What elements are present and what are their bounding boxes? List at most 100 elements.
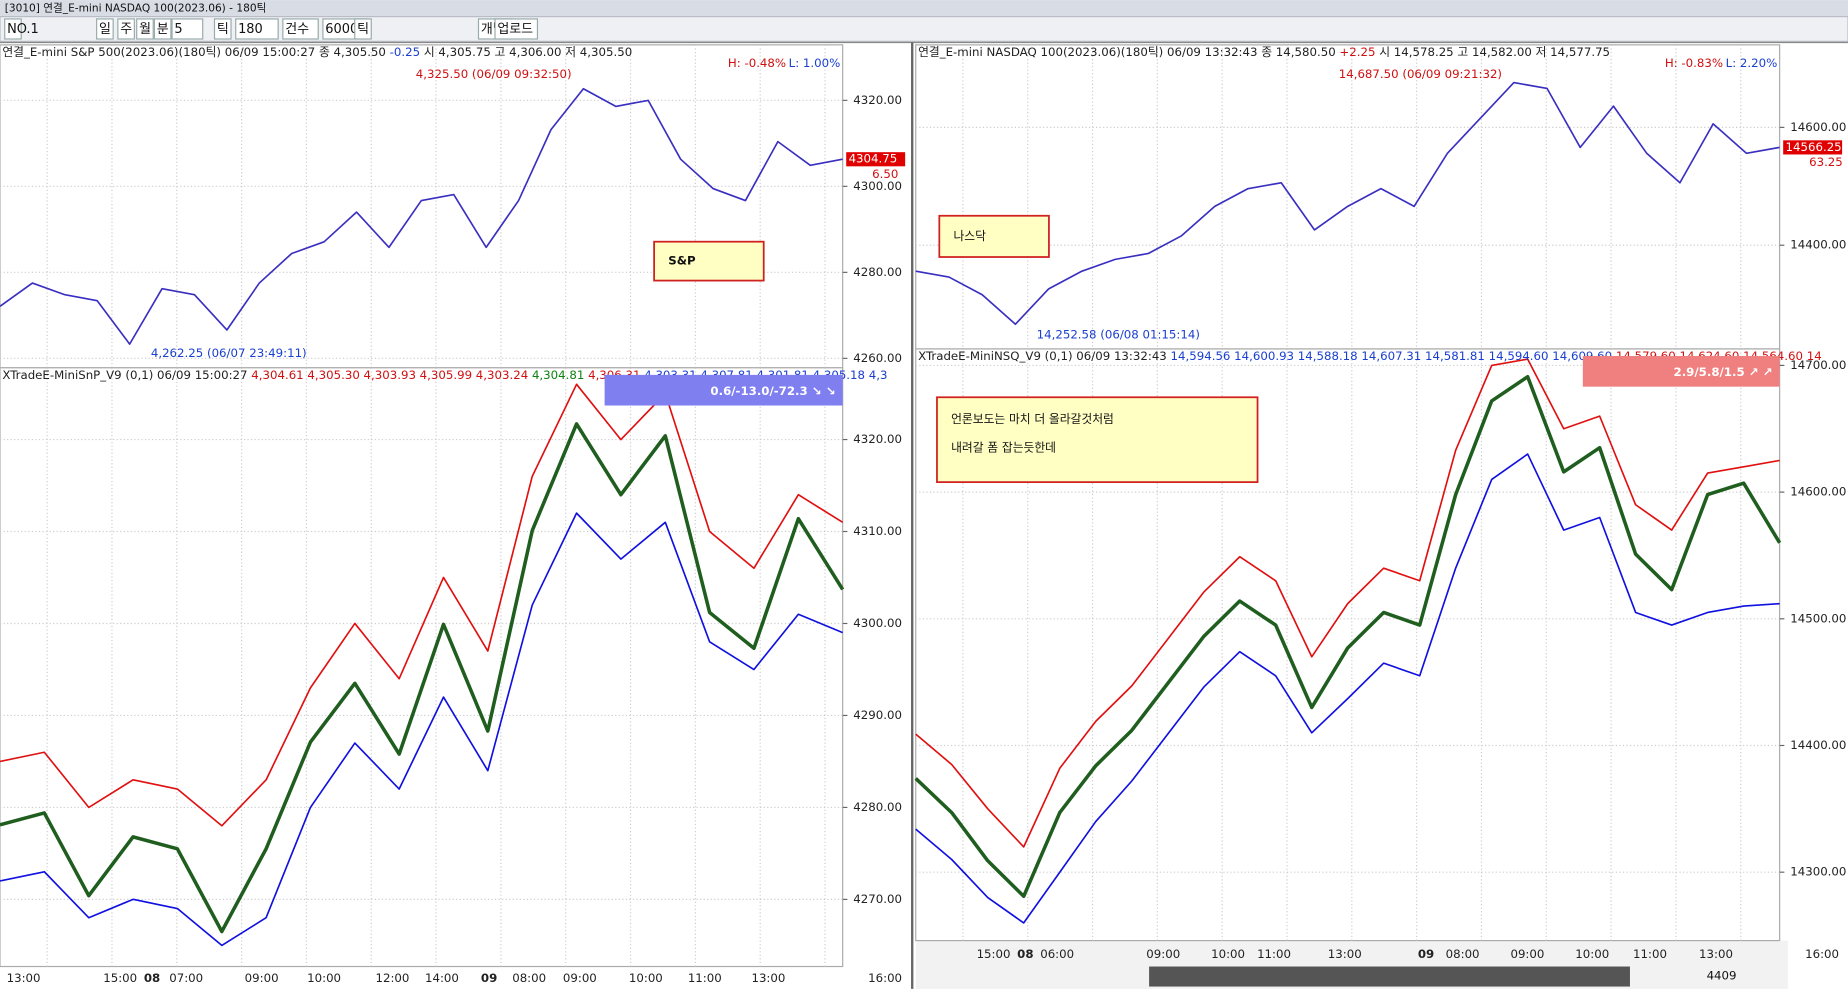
y-tick-label: 14600.00 xyxy=(1790,485,1846,499)
price-line xyxy=(915,358,1780,848)
x-tick-label: 09:00 xyxy=(1510,947,1544,961)
x-tick-label: 10:00 xyxy=(307,971,341,985)
header-part: -0.25 xyxy=(386,44,420,58)
toolbar-label: 틱 xyxy=(357,22,369,37)
y-tick-label: 4320.00 xyxy=(853,432,902,446)
x-tick-label: 08 xyxy=(144,971,160,985)
toolbar-button[interactable] xyxy=(136,18,154,40)
x-tick-label: 11:00 xyxy=(1633,947,1667,961)
header-part: 14,594.56 14,600.93 14,588.18 14,607.31 … xyxy=(1167,349,1612,363)
scroll-thumb[interactable] xyxy=(1149,966,1630,987)
x-tick-label: 13:00 xyxy=(751,971,785,985)
x-tick-label: 08 xyxy=(1017,947,1033,961)
y-tick-label: 4320.00 xyxy=(853,93,902,107)
plot-area xyxy=(915,44,1781,350)
toolbar-label: NO.1 xyxy=(7,22,39,37)
low-annotation: 14,252.58 (06/08 01:15:14) xyxy=(1037,327,1200,341)
header-part: XTradeE-MiniSnP_V9 (0,1) 06/09 15:00:27 xyxy=(2,367,247,381)
toolbar-button[interactable] xyxy=(171,18,204,40)
y-tick-label: 4300.00 xyxy=(853,179,902,193)
x-tick-label: 09:00 xyxy=(1146,947,1180,961)
y-tick-label: 14600.00 xyxy=(1790,120,1846,134)
toolbar-button[interactable] xyxy=(213,18,232,40)
y-tick-label: 4310.00 xyxy=(853,524,902,538)
x-tick-label: 09 xyxy=(481,971,497,985)
price-line xyxy=(915,81,1780,326)
note-text: 언론보도는 마치 더 올라갈것처럼 xyxy=(951,412,1114,426)
toolbar-button[interactable] xyxy=(4,18,22,40)
x-tick-label: 11:00 xyxy=(1257,947,1291,961)
header-part: XTradeE-MiniNSQ_V9 (0,1) 06/09 13:32:43 xyxy=(918,349,1167,363)
window-title: [3010] 연결_E-mini NASDAQ 100(2023.06) - 1… xyxy=(5,2,267,14)
header-part: 시 14,578.25 고 14,582.00 저 14,577.75 xyxy=(1375,44,1610,58)
toolbar-label: 틱 xyxy=(217,22,229,37)
price-line xyxy=(0,87,843,345)
toolbar-label: 6000 xyxy=(325,22,358,37)
x-tick-label: 08:00 xyxy=(1446,947,1480,961)
toolbar-label: 월 xyxy=(139,22,151,37)
price-change: 6.50 xyxy=(872,167,898,181)
header-part: +2.25 xyxy=(1336,44,1376,58)
x-tick-label: 14:00 xyxy=(425,971,459,985)
x-tick-label: 10:00 xyxy=(1211,947,1245,961)
low-annotation: 4,262.25 (06/07 23:49:11) xyxy=(151,346,307,360)
header-part: 연결_E-mini S&P 500(2023.06)(180틱) 06/09 1… xyxy=(2,44,386,58)
y-tick-label: 4300.00 xyxy=(853,616,902,630)
toolbar-label: 일 xyxy=(99,22,111,37)
y-tick-label: 14400.00 xyxy=(1790,738,1846,752)
price-tag: 14566.25 xyxy=(1786,140,1842,154)
high-low: H: -0.83% xyxy=(1665,56,1723,70)
note-box xyxy=(938,214,1050,258)
banner-box xyxy=(1582,356,1780,387)
y-tick-label: 4270.00 xyxy=(853,892,902,906)
price-line xyxy=(0,512,843,947)
y-tick-label: 14300.00 xyxy=(1790,865,1846,879)
x-tick-label: 09 xyxy=(1418,947,1434,961)
toolbar-button[interactable] xyxy=(354,18,372,40)
x-tick-label: 16:00 xyxy=(1805,947,1839,961)
toolbar-button[interactable] xyxy=(96,18,114,40)
price-line xyxy=(915,453,1780,924)
y-tick-label: 4290.00 xyxy=(853,708,902,722)
header-part: 4,304.81 xyxy=(528,367,584,381)
x-tick-label: 13:00 xyxy=(1699,947,1733,961)
y-tick-label: 4280.00 xyxy=(853,800,902,814)
note-text: 내려갈 폼 잡는듯한데 xyxy=(951,440,1056,454)
high-annotation: 14,687.50 (06/09 09:21:32) xyxy=(1339,67,1502,81)
header-part: 연결_E-mini NASDAQ 100(2023.06)(180틱) 06/0… xyxy=(918,44,1336,58)
toolbar-button[interactable] xyxy=(153,18,172,40)
x-tick-label: 09:00 xyxy=(563,971,597,985)
banner: 0.6/-13.0/-72.3 ↘ ↘ xyxy=(710,384,835,398)
title-bar xyxy=(0,0,1848,17)
y-tick-label: 14700.00 xyxy=(1790,358,1846,372)
x-tick-label: 10:00 xyxy=(629,971,663,985)
x-tick-label: 15:00 xyxy=(977,947,1011,961)
toolbar-button[interactable] xyxy=(117,18,135,40)
x-tick-label: 13:00 xyxy=(1328,947,1362,961)
high-low: H: -0.48% xyxy=(728,56,786,70)
x-tick-label: 06:00 xyxy=(1040,947,1074,961)
toolbar-label: 180 xyxy=(238,22,263,37)
high-annotation: 4,325.50 (06/09 09:32:50) xyxy=(416,67,572,81)
note-text: S&P xyxy=(668,254,696,268)
y-tick-label: 14500.00 xyxy=(1790,611,1846,625)
price-line xyxy=(0,422,845,934)
toolbar-button[interactable] xyxy=(494,18,539,40)
toolbar-button[interactable] xyxy=(235,18,279,40)
price-line xyxy=(914,374,1782,899)
plot-area xyxy=(0,44,844,369)
note-text: 나스닥 xyxy=(953,229,986,243)
high-low: L: 2.20% xyxy=(1726,56,1778,70)
price-tag-box xyxy=(1783,140,1843,155)
toolbar-button[interactable] xyxy=(282,18,319,40)
x-tick-label: 09:00 xyxy=(245,971,279,985)
toolbar-label: 건수 xyxy=(285,22,309,37)
x-tick-label: 10:00 xyxy=(1575,947,1609,961)
x-tick-label: 16:00 xyxy=(868,971,902,985)
banner-box xyxy=(604,374,843,406)
y-tick-label: 14400.00 xyxy=(1790,238,1846,252)
y-tick-label: 4260.00 xyxy=(853,351,902,365)
panel-header: 연결_E-mini S&P 500(2023.06)(180틱) 06/09 1… xyxy=(2,44,632,58)
